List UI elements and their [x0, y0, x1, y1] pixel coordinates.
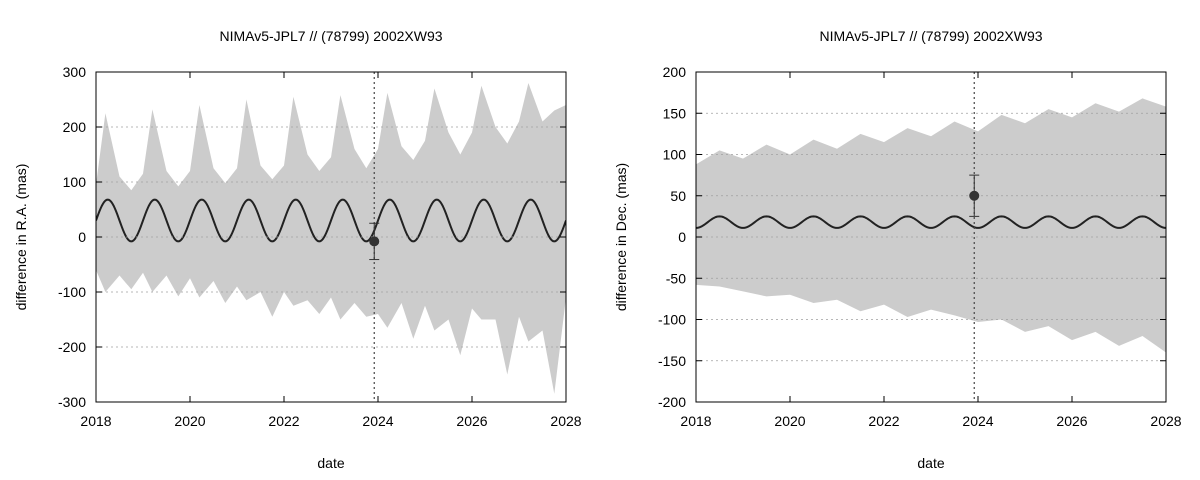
ra-plot-area: [96, 83, 566, 394]
dec-panel: NIMAv5-JPL7 // (78799) 2002XW93 date dif…: [613, 28, 1182, 471]
ra-x-tick-label: 2020: [174, 413, 205, 429]
ra-x-tick-label: 2018: [80, 413, 111, 429]
dec-observation-point: [969, 190, 980, 201]
dec-plot-area: [696, 98, 1166, 353]
dec-x-tick-label: 2024: [962, 413, 993, 429]
dec-y-tick-label: 150: [663, 105, 687, 121]
dec-x-tick-label: 2020: [774, 413, 805, 429]
ra-y-tick-label: 0: [78, 229, 86, 245]
dec-chart-title: NIMAv5-JPL7 // (78799) 2002XW93: [819, 28, 1042, 44]
ra-y-tick-label: -200: [58, 339, 86, 355]
ra-model-line: [96, 198, 566, 243]
ra-observation-point: [369, 236, 380, 247]
dec-x-axis-label: date: [917, 455, 944, 471]
dec-y-tick-label: -50: [666, 270, 686, 286]
ra-y-tick-label: 300: [63, 64, 87, 80]
ra-y-tick-label: -300: [58, 394, 86, 410]
dec-y-tick-label: -100: [658, 312, 686, 328]
dec-x-tick-label: 2018: [680, 413, 711, 429]
dec-x-tick-label: 2028: [1150, 413, 1181, 429]
ra-x-tick-label: 2024: [362, 413, 393, 429]
ra-y-tick-label: -100: [58, 284, 86, 300]
dec-y-tick-label: 200: [663, 64, 687, 80]
ra-chart-title: NIMAv5-JPL7 // (78799) 2002XW93: [219, 28, 442, 44]
ra-x-axis-label: date: [317, 455, 344, 471]
ra-panel: NIMAv5-JPL7 // (78799) 2002XW93 date dif…: [13, 28, 582, 471]
ra-uncertainty-band: [96, 83, 566, 394]
ra-x-tick-label: 2026: [456, 413, 487, 429]
dec-uncertainty-band: [696, 98, 1166, 353]
ra-x-tick-label: 2022: [268, 413, 299, 429]
dec-model-line: [696, 215, 1166, 229]
ra-y-tick-label: 100: [63, 174, 87, 190]
dec-y-tick-label: -150: [658, 353, 686, 369]
dec-y-tick-label: -200: [658, 394, 686, 410]
dec-x-tick-label: 2022: [868, 413, 899, 429]
dec-x-tick-label: 2026: [1056, 413, 1087, 429]
ra-x-tick-label: 2028: [550, 413, 581, 429]
dec-y-tick-label: 50: [670, 188, 686, 204]
ra-y-tick-label: 200: [63, 119, 87, 135]
dec-y-tick-label: 0: [678, 229, 686, 245]
dec-y-axis-label: difference in Dec. (mas): [613, 163, 629, 311]
ra-y-axis-label: difference in R.A. (mas): [13, 164, 29, 311]
dec-y-tick-label: 100: [663, 147, 687, 163]
